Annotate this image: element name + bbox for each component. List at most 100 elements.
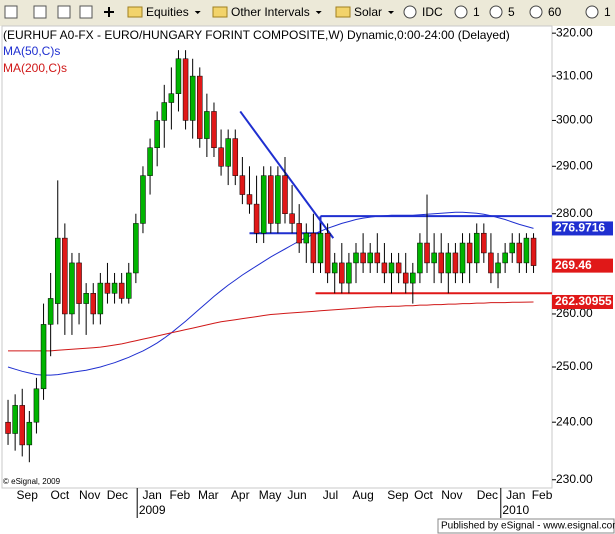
candle-body — [431, 252, 437, 264]
folder-icon[interactable] — [335, 6, 351, 18]
candle-body — [26, 421, 33, 446]
info-icon[interactable] — [403, 5, 417, 19]
candle-body — [268, 175, 274, 224]
dropdown-arrow[interactable] — [388, 11, 395, 14]
candle-body — [289, 213, 295, 224]
candle-body — [204, 111, 210, 139]
toolbar-item[interactable]: Other Intervals — [231, 5, 310, 19]
candle-body — [275, 175, 281, 224]
candle-body — [104, 282, 111, 294]
candle-body — [182, 58, 189, 121]
info-icon[interactable] — [585, 5, 599, 19]
candle-body — [189, 75, 196, 121]
info-icon[interactable] — [529, 5, 543, 19]
price-tag — [552, 221, 613, 236]
x-tick-label: Apr — [231, 488, 250, 502]
x-tick-label: Sep — [17, 488, 39, 502]
candle-body — [509, 242, 515, 254]
tool-icon[interactable] — [4, 5, 18, 19]
dropdown-arrow[interactable] — [194, 11, 201, 14]
folder-icon[interactable] — [127, 6, 143, 18]
candle-body — [111, 282, 118, 294]
tool-icon[interactable] — [33, 5, 47, 19]
year-label: 2009 — [139, 503, 166, 517]
candle-body — [360, 252, 366, 264]
candle-body — [481, 232, 487, 254]
candle-body — [282, 175, 288, 214]
candle-body — [54, 237, 61, 304]
toolbar-item[interactable]: 1 — [473, 5, 480, 19]
candle-body — [12, 405, 18, 434]
y-tick-label: 310.00 — [556, 68, 593, 82]
price-tag — [552, 258, 613, 273]
candle-body — [161, 102, 168, 121]
candle-body — [459, 242, 466, 274]
candle-body — [346, 262, 352, 284]
candle-body — [438, 252, 444, 274]
y-tick-label: 280.00 — [556, 206, 593, 220]
candle-body — [339, 262, 345, 284]
toolbar-item[interactable]: Equities — [146, 5, 189, 19]
toolbar-item[interactable]: 5 — [508, 5, 515, 19]
candle-body — [97, 282, 104, 315]
candle-body — [168, 93, 175, 103]
candle-body — [417, 242, 423, 274]
copyright: © eSignal, 2009 — [3, 477, 61, 486]
candle-body — [69, 262, 75, 315]
x-tick-label: Feb — [170, 488, 191, 502]
candle-body — [239, 175, 246, 195]
x-tick-label: Oct — [414, 488, 433, 502]
tool-icon[interactable] — [79, 5, 93, 19]
legend-entry: MA(50,C)s — [3, 44, 60, 58]
candle-body — [310, 232, 317, 264]
toolbar-item[interactable]: Solar — [354, 5, 382, 19]
candle-body — [523, 237, 530, 264]
info-icon[interactable] — [489, 5, 503, 19]
x-tick-label: Jun — [287, 488, 306, 502]
candle-body — [331, 262, 338, 274]
info-icon[interactable] — [454, 5, 468, 19]
candle-body — [516, 242, 523, 264]
candle-body — [83, 293, 89, 304]
x-tick-label: Dec — [107, 488, 128, 502]
candle-body — [47, 298, 54, 325]
y-tick-label: 240.00 — [556, 414, 593, 428]
candle-body — [140, 175, 146, 224]
candle-body — [381, 262, 388, 274]
x-tick-label: Aug — [352, 488, 373, 502]
candle-body — [232, 138, 239, 176]
add-icon[interactable] — [104, 7, 114, 17]
folder-icon[interactable] — [212, 6, 228, 18]
candle-body — [76, 262, 82, 304]
candle-body — [154, 120, 160, 149]
candle-body — [410, 272, 416, 284]
candle-body — [452, 252, 459, 274]
candle-body — [473, 232, 480, 264]
candle-body — [317, 232, 324, 264]
x-tick-label: May — [259, 488, 282, 502]
toolbar-item[interactable]: 60 — [548, 5, 562, 19]
ma-line — [8, 301, 534, 352]
trendline — [239, 110, 335, 239]
price-tag-label: 269.46 — [555, 258, 592, 272]
tool-icon[interactable] — [57, 5, 71, 19]
ma-line — [7, 211, 534, 376]
x-tick-label: Feb — [532, 488, 553, 502]
candle-body — [225, 138, 231, 167]
legend-entry: MA(200,C)s — [3, 61, 67, 75]
candle-body — [147, 147, 153, 176]
candle-body — [40, 324, 47, 390]
price-tag-label: 262.30955 — [555, 294, 612, 308]
candle-body — [395, 262, 402, 274]
dropdown-arrow[interactable] — [315, 11, 322, 14]
toolbar-item[interactable]: IDC — [422, 5, 443, 19]
x-tick-label: Nov — [79, 488, 100, 502]
candle-body — [126, 272, 132, 299]
candle-body — [303, 232, 310, 244]
candle-body — [118, 282, 125, 299]
x-tick-label: Jan — [506, 488, 525, 502]
candle-body — [502, 252, 508, 264]
candle-body — [246, 194, 253, 205]
toolbar-item[interactable]: 1 — [604, 5, 611, 19]
x-tick-label: Nov — [441, 488, 462, 502]
